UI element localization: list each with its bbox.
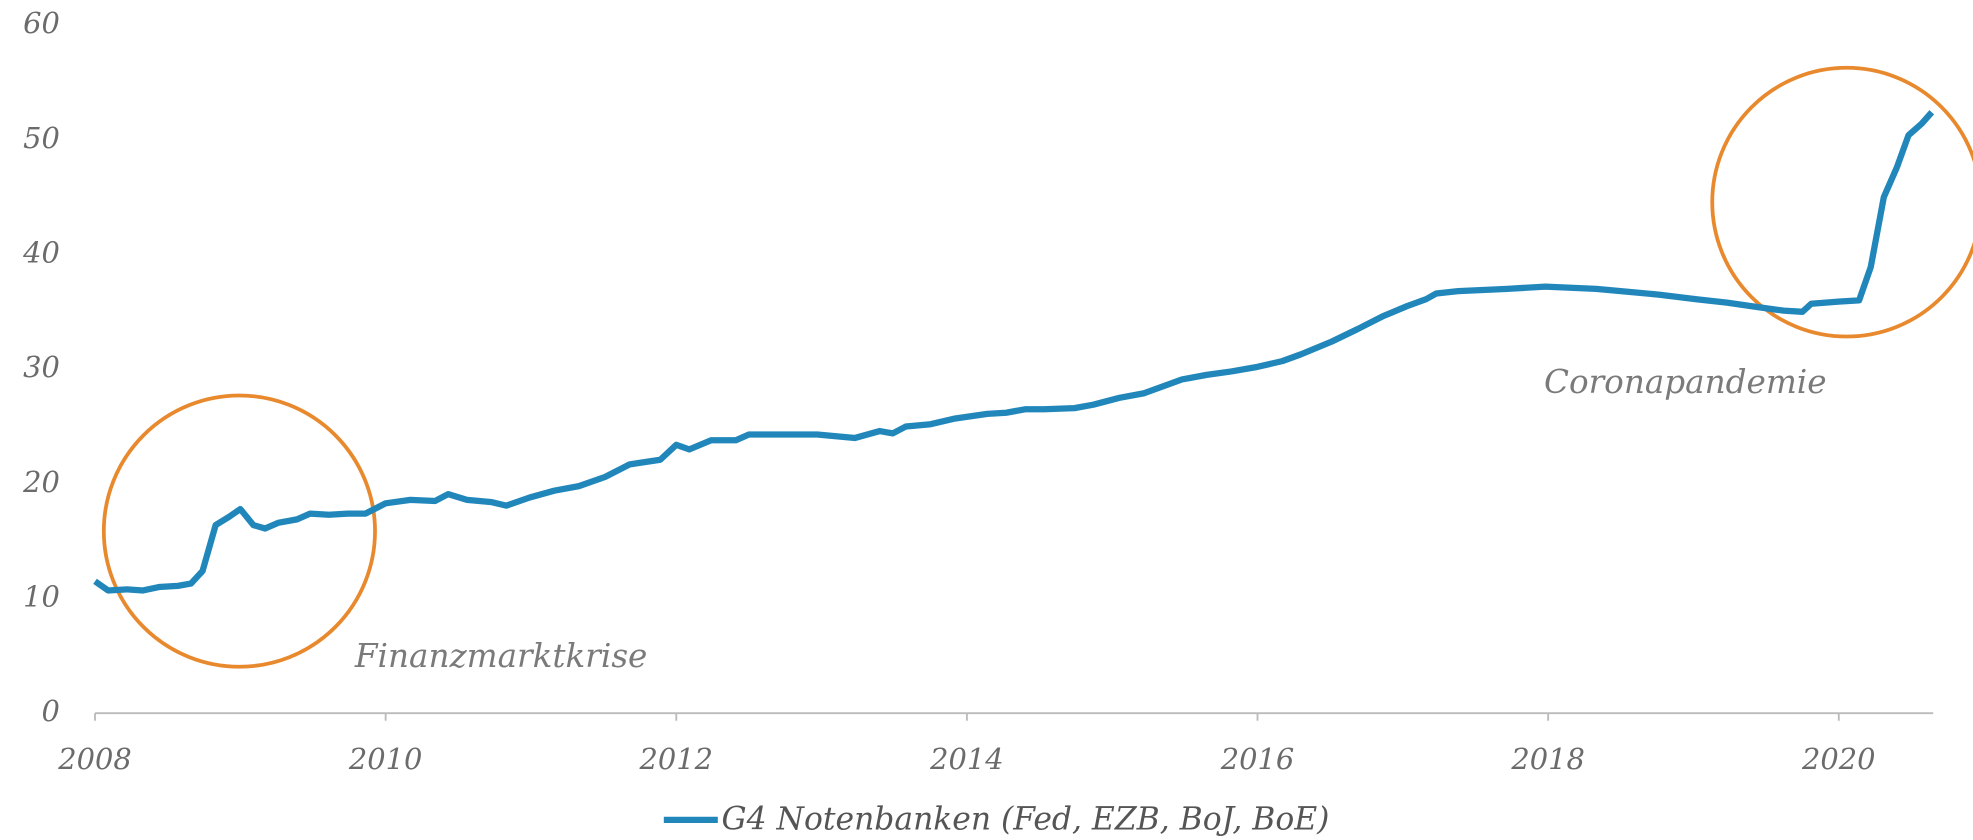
x-tick-label: 2008 [57, 742, 131, 776]
x-tick-label: 2010 [348, 742, 422, 776]
data-line [93, 110, 1935, 594]
annotation: Finanzmarktkrise [354, 637, 647, 675]
legend-label: G4 Notenbanken (Fed, EZB, BoJ, BoE) [722, 802, 1330, 838]
highlight-circle [101, 393, 377, 669]
x-tick-label: 2018 [1510, 742, 1584, 776]
highlight-circle [1710, 65, 1973, 339]
y-tick-label: 60 [23, 6, 60, 40]
y-tick-label: 20 [22, 465, 60, 499]
y-tick-label: 10 [23, 580, 60, 614]
y-tick-label: 30 [23, 350, 60, 384]
x-tick-label: 2012 [639, 742, 713, 776]
y-tick-label: 40 [22, 235, 60, 269]
x-tick-label: 2016 [1220, 742, 1294, 776]
annotation: Coronapandemie [1544, 363, 1827, 401]
y-tick-label: 50 [23, 121, 60, 155]
x-tick-label: 2014 [929, 742, 1003, 776]
y-tick-label: 0 [41, 694, 59, 728]
x-tick-label: 2020 [1801, 742, 1875, 776]
